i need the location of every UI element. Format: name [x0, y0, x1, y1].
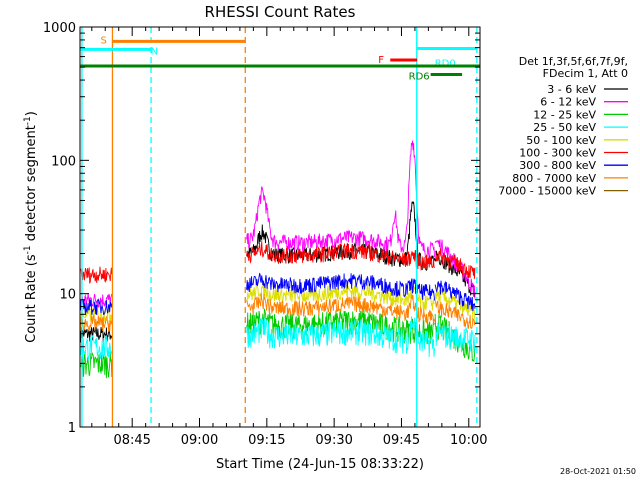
flag-bars: S N F RD0 RD6	[80, 35, 480, 83]
legend-label-4: 25 - 50 keV	[533, 121, 596, 134]
plot-area: S N F RD0 RD6 08:45 09:00 09:15 09:30 09:45 10:00…	[43, 21, 488, 448]
vertical-markers	[81, 27, 478, 427]
chart-title: RHESSI Count Rates	[205, 3, 356, 21]
x-tick-label-2: 09:00	[181, 433, 218, 448]
footer-timestamp: 28-Oct-2021 01:50	[560, 467, 636, 476]
plot-frame	[79, 26, 481, 428]
legend: Det 1f,3f,5f,6f,7f,9f, FDecim 1, Att 0 3…	[498, 55, 628, 198]
x-tick-label-5: 09:45	[383, 433, 420, 448]
x-tick-label-4: 09:30	[315, 433, 352, 448]
flag-label-2: N	[151, 46, 158, 57]
series-line-7	[80, 272, 476, 316]
axis-ticks: 08:45 09:00 09:15 09:30 09:45 10:00 1 10 100 1000	[43, 21, 488, 448]
y-tick-label-2: 10	[59, 288, 76, 303]
y-tick-label-4: 1000	[43, 21, 76, 36]
legend-label-2: 6 - 12 keV	[540, 96, 596, 109]
y-axis-label: Count Rate (s-1 detector segment-1)	[23, 111, 39, 343]
flag-label-3: F	[378, 55, 384, 66]
series-line-4	[80, 316, 476, 361]
series-line-6	[80, 241, 476, 284]
y-tick-label-1: 1	[68, 421, 76, 436]
series-line-8	[80, 293, 476, 332]
y-tick-label-3: 100	[51, 154, 76, 169]
legend-label-6: 100 - 300 keV	[519, 147, 596, 160]
curve-group	[80, 140, 476, 379]
legend-header-1: Det 1f,3f,5f,6f,7f,9f,	[519, 55, 628, 68]
legend-label-8: 800 - 7000 keV	[512, 172, 596, 185]
flag-label-1: S	[100, 35, 106, 46]
series-line-1	[80, 201, 476, 343]
legend-label-1: 3 - 6 keV	[547, 83, 596, 96]
series-line-2	[80, 140, 476, 308]
flag-label-4: RD0	[435, 58, 456, 69]
legend-header-2: FDecim 1, Att 0	[543, 67, 628, 80]
x-tick-label-1: 08:45	[113, 433, 150, 448]
x-tick-label-6: 10:00	[450, 433, 487, 448]
x-axis-label: Start Time (24-Jun-15 08:33:22)	[216, 457, 424, 472]
series-line-3	[80, 308, 476, 379]
legend-label-3: 12 - 25 keV	[533, 108, 596, 121]
flag-label-5: RD6	[409, 72, 430, 83]
legend-label-9: 7000 - 15000 keV	[498, 185, 596, 198]
legend-label-7: 300 - 800 keV	[519, 159, 596, 172]
x-tick-label-3: 09:15	[248, 433, 285, 448]
legend-label-5: 50 - 100 keV	[526, 134, 596, 147]
